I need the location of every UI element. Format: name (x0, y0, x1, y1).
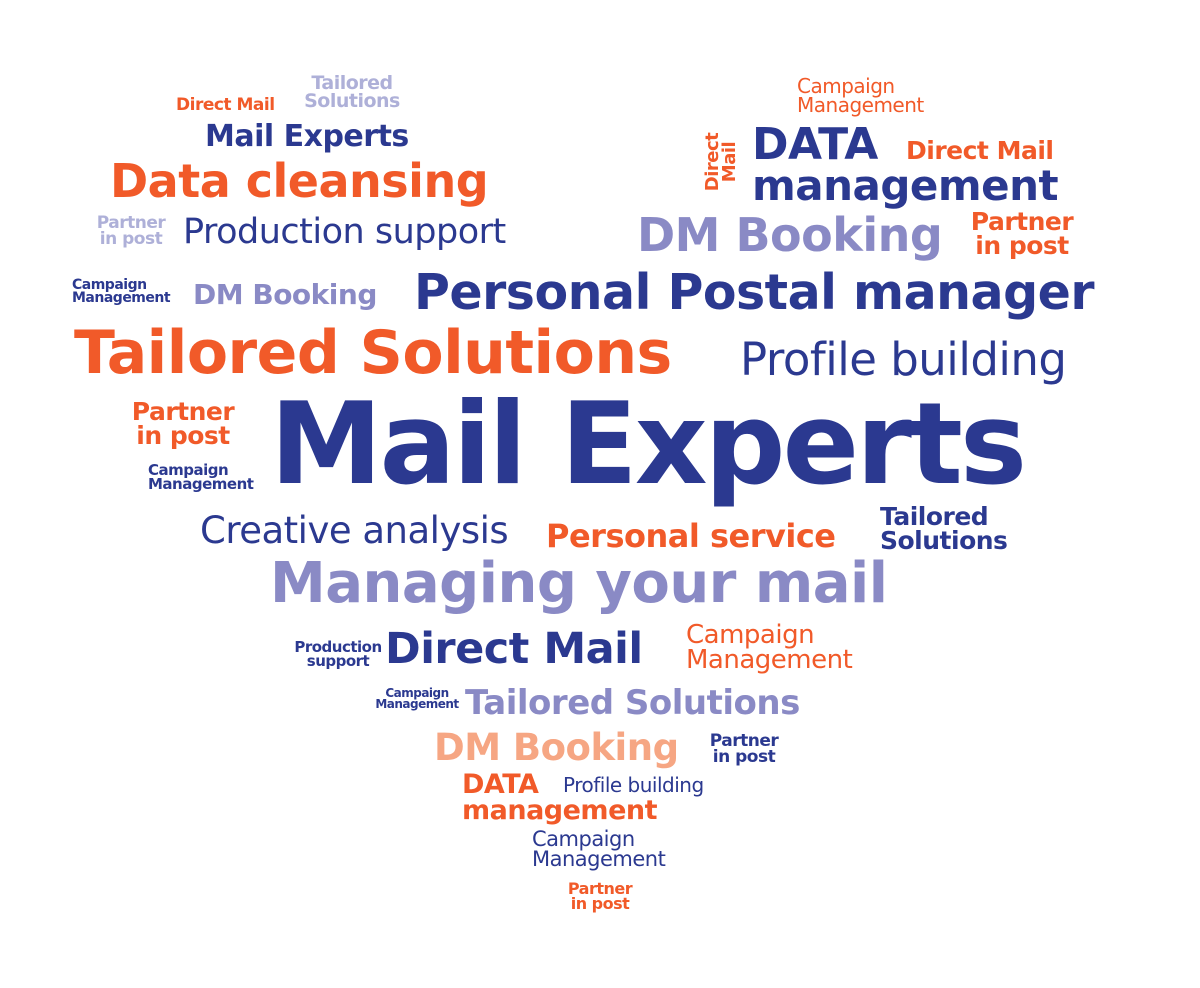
word-managing-your-mail: Managing your mail (270, 551, 888, 616)
word-mail-experts-hero: Mail Experts (270, 378, 1027, 510)
word-campaign-management-orange: Campaign Management (686, 620, 853, 675)
word-dm-booking-peach: DM Booking (434, 726, 679, 769)
word-tailored-solutions-large: Tailored Solutions (74, 318, 672, 388)
word-personal-service: Personal service (546, 517, 836, 555)
word-partner-in-post-right: Partner in post (970, 207, 1074, 260)
word-tailored-solutions-right: Tailored Solutions (880, 502, 1008, 555)
word-direct-mail-medium: Direct Mail (385, 624, 643, 674)
word-direct-mail-vertical: Direct Mail (702, 132, 741, 192)
word-production-support-small: Production support (294, 638, 382, 671)
word-production-support: Production support (183, 212, 506, 252)
word-mail-experts-medium: Mail Experts (205, 119, 409, 154)
word-partner-in-post-faded: Partner in post (96, 213, 166, 250)
word-campaign-management-left: Campaign Management (72, 277, 171, 307)
word-dm-booking-large: DM Booking (637, 208, 943, 262)
word-partner-in-post-mid-left: Partner in post (131, 397, 235, 450)
word-partner-in-post-navy: Partner in post (709, 731, 779, 768)
word-data-management-orange: DATA management (462, 769, 658, 826)
word-creative-analysis: Creative analysis (200, 509, 509, 552)
word-data-cleansing: Data cleansing (110, 154, 489, 208)
word-personal-postal-manager: Personal Postal manager (414, 264, 1095, 321)
word-campaign-management-mid-left: Campaign Management (148, 461, 254, 494)
word-management-large: management (752, 161, 1059, 210)
word-profile-building-large: Profile building (740, 333, 1067, 386)
word-campaign-management-tiny: Campaign Management (375, 686, 459, 712)
word-campaign-management-bottom: Campaign Management (532, 827, 666, 871)
word-tailored-solutions-lavender: Tailored Solutions (465, 683, 800, 723)
word-profile-building-small: Profile building (563, 773, 704, 797)
word-tailored-solutions-small: Tailored Solutions (304, 72, 400, 113)
word-direct-mail-right: Direct Mail (906, 136, 1054, 165)
word-dm-booking-medium: DM Booking (193, 278, 377, 311)
word-campaign-management-top-right: Campaign Management (797, 74, 924, 117)
word-data-large: DATA (752, 119, 878, 170)
word-direct-mail-small: Direct Mail (176, 95, 275, 115)
word-partner-in-post-bottom: Partner in post (567, 879, 633, 914)
